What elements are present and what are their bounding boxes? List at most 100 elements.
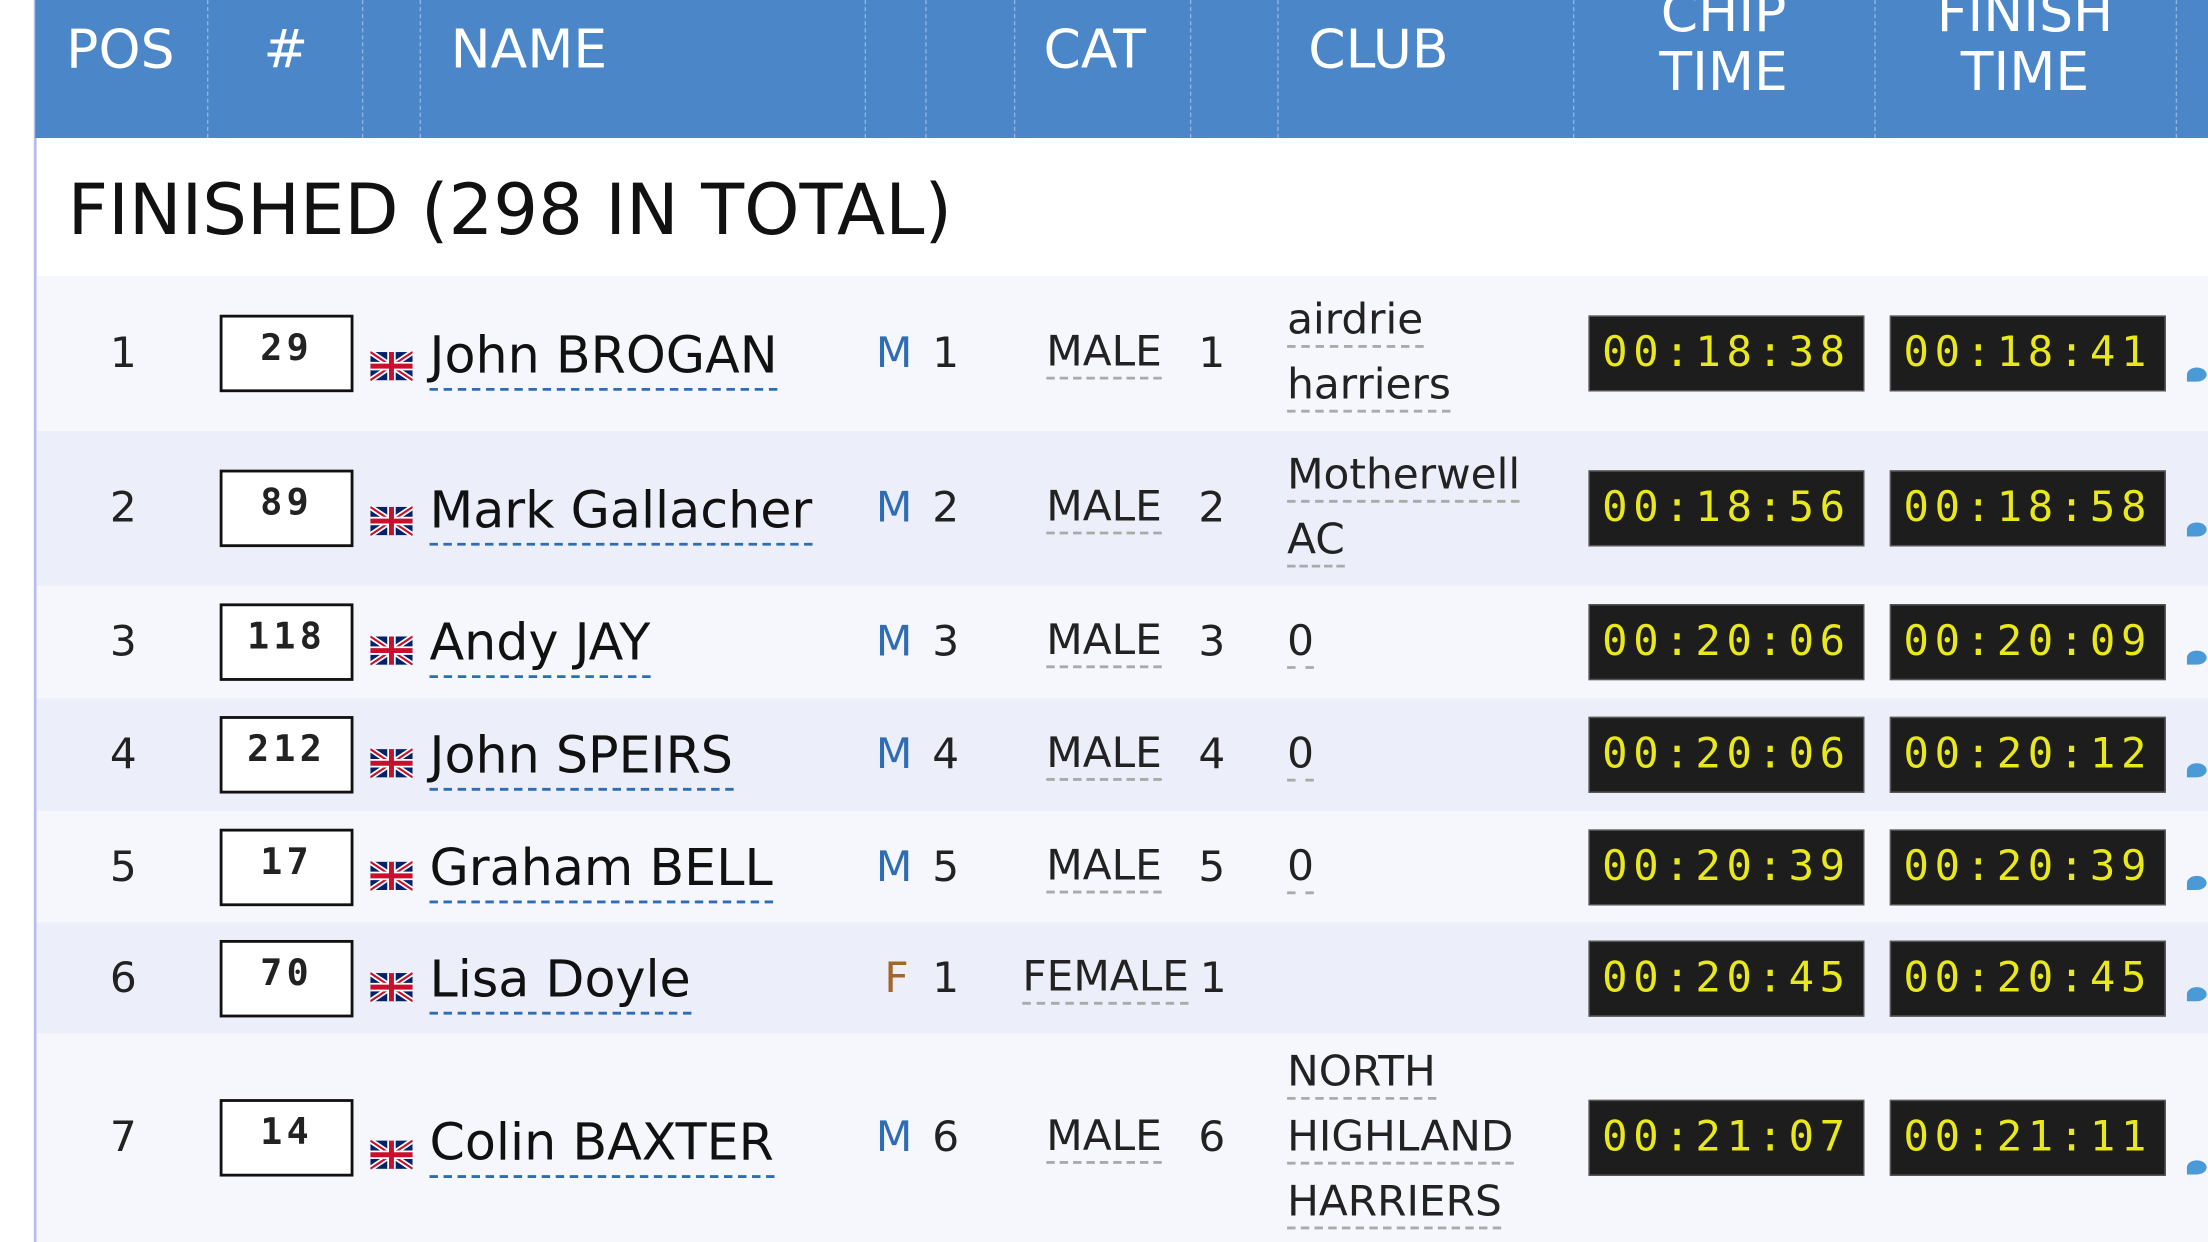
position: 7 [109,1113,137,1163]
flag-icon [368,634,415,668]
column-header: NAME [450,18,608,81]
runner-name[interactable]: Lisa Doyle [429,951,691,1015]
share-icon [2186,368,2207,383]
chip-time: 00:20:06 [1588,604,1865,681]
finish-time: 00:18:58 [1889,470,2166,547]
club: 0 [1287,722,1526,787]
header-separator [419,0,422,139]
runner-name[interactable]: Andy JAY [429,615,651,679]
runner-name[interactable]: Colin BAXTER [429,1114,774,1178]
column-header: CAT [1043,18,1146,81]
finish-time: 00:20:12 [1889,716,2166,793]
category[interactable]: MALE [1046,327,1162,380]
bib-number: 14 [219,1099,354,1177]
column-header: POS [66,18,175,81]
category-position: 4 [1198,730,1226,780]
position: 1 [109,328,137,379]
header-separator [1277,0,1279,139]
header-separator [1013,0,1016,139]
gender-position: 5 [932,842,960,892]
runner-name[interactable]: John BROGAN [429,328,778,392]
gender-position: 1 [932,328,960,379]
club-link[interactable]: NORTH HIGHLAND HARRIERS [1287,1047,1514,1230]
category-position: 3 [1198,617,1226,667]
share-icon [2186,763,2207,778]
position: 4 [109,730,137,780]
result-row: 4 212 John SPEIRS M 4 MALE 4 0 00:20:06 00:20:12 [36,698,2208,812]
category[interactable]: MALE [1046,616,1162,669]
gender-position: 6 [932,1113,960,1163]
bib-number: 118 [219,603,354,681]
finish-time: 00:18:41 [1889,315,2166,392]
column-header: CLUB [1308,18,1449,81]
flag-icon [368,747,415,781]
flag-icon [368,970,415,1004]
gender-position: 4 [932,730,960,780]
section-title: FINISHED (298 IN TOTAL) [67,168,952,251]
flag-icon [368,859,415,893]
chip-time: 00:18:56 [1588,470,1865,547]
flag-icon [368,1138,415,1171]
gender-position: 2 [932,483,960,534]
club: Motherwell AC [1287,444,1526,574]
header-separator [361,0,364,139]
club: airdrie harriers [1287,289,1526,419]
share-icon [2186,986,2207,1001]
share-icon [2186,1159,2207,1175]
gender: M [875,1113,913,1163]
runner-name[interactable]: Mark Gallacher [429,483,813,547]
header-separator [1572,0,1575,139]
category[interactable]: MALE [1046,1112,1162,1164]
share-icon [2186,875,2207,890]
gender-position: 1 [932,953,960,1003]
gender-position: 3 [932,617,960,667]
bib-number: 89 [219,469,354,548]
position: 2 [109,483,137,534]
category[interactable]: MALE [1046,729,1162,781]
category[interactable]: FEMALE [1022,952,1189,1005]
position: 5 [109,842,137,892]
gender: M [875,617,913,667]
header-separator [1189,0,1192,139]
club-link[interactable]: Motherwell AC [1287,450,1521,568]
left-border [33,0,37,1242]
column-header: FINISH TIME [1936,0,2114,103]
table-header: POS # NAME CAT CLUB CHIP TIME FINISH TIME [35,0,2208,139]
finish-time: 00:20:39 [1889,828,2166,905]
result-row: 5 17 Graham BELL M 5 MALE 5 0 00:20:39 00:20:39 [36,811,2208,923]
header-separator [207,0,209,139]
club-link[interactable]: airdrie harriers [1287,295,1451,413]
share-icon [2186,522,2207,538]
category-position: 5 [1198,842,1226,892]
gender: M [875,730,913,780]
gender: F [884,953,909,1003]
chip-time: 00:18:38 [1588,315,1865,392]
runner-name[interactable]: Graham BELL [429,840,773,903]
category-position: 2 [1198,483,1226,534]
chip-time: 00:20:39 [1588,828,1865,905]
result-row: 7 14 Colin BAXTER M 6 MALE 6 NORTH HIGHLAND HAR… [36,1033,2208,1242]
gender: M [875,483,913,534]
club: NORTH HIGHLAND HARRIERS [1287,1041,1526,1235]
position: 3 [109,617,137,667]
category-position: 1 [1198,328,1226,379]
category[interactable]: MALE [1046,482,1162,535]
club-link[interactable]: 0 [1287,616,1314,669]
club-link[interactable]: 0 [1287,841,1314,894]
result-row: 3 118 Andy JAY M 3 MALE 3 0 00:20:06 00:20:09 [36,585,2208,699]
chip-time: 00:20:06 [1588,716,1865,793]
header-separator [2175,0,2178,139]
flag-icon [368,349,415,383]
runner-name[interactable]: John SPEIRS [429,728,733,791]
finish-time: 00:21:11 [1889,1099,2166,1176]
category[interactable]: MALE [1046,841,1162,893]
chip-time: 00:21:07 [1588,1099,1865,1176]
share-icon [2186,650,2207,665]
club-link[interactable]: 0 [1287,729,1314,782]
header-separator [925,0,927,139]
gender: M [875,842,913,892]
category-position: 1 [1199,953,1227,1003]
result-row: 2 89 Mark Gallacher M 2 MALE 2 Motherwell AC 00:… [36,430,2208,586]
